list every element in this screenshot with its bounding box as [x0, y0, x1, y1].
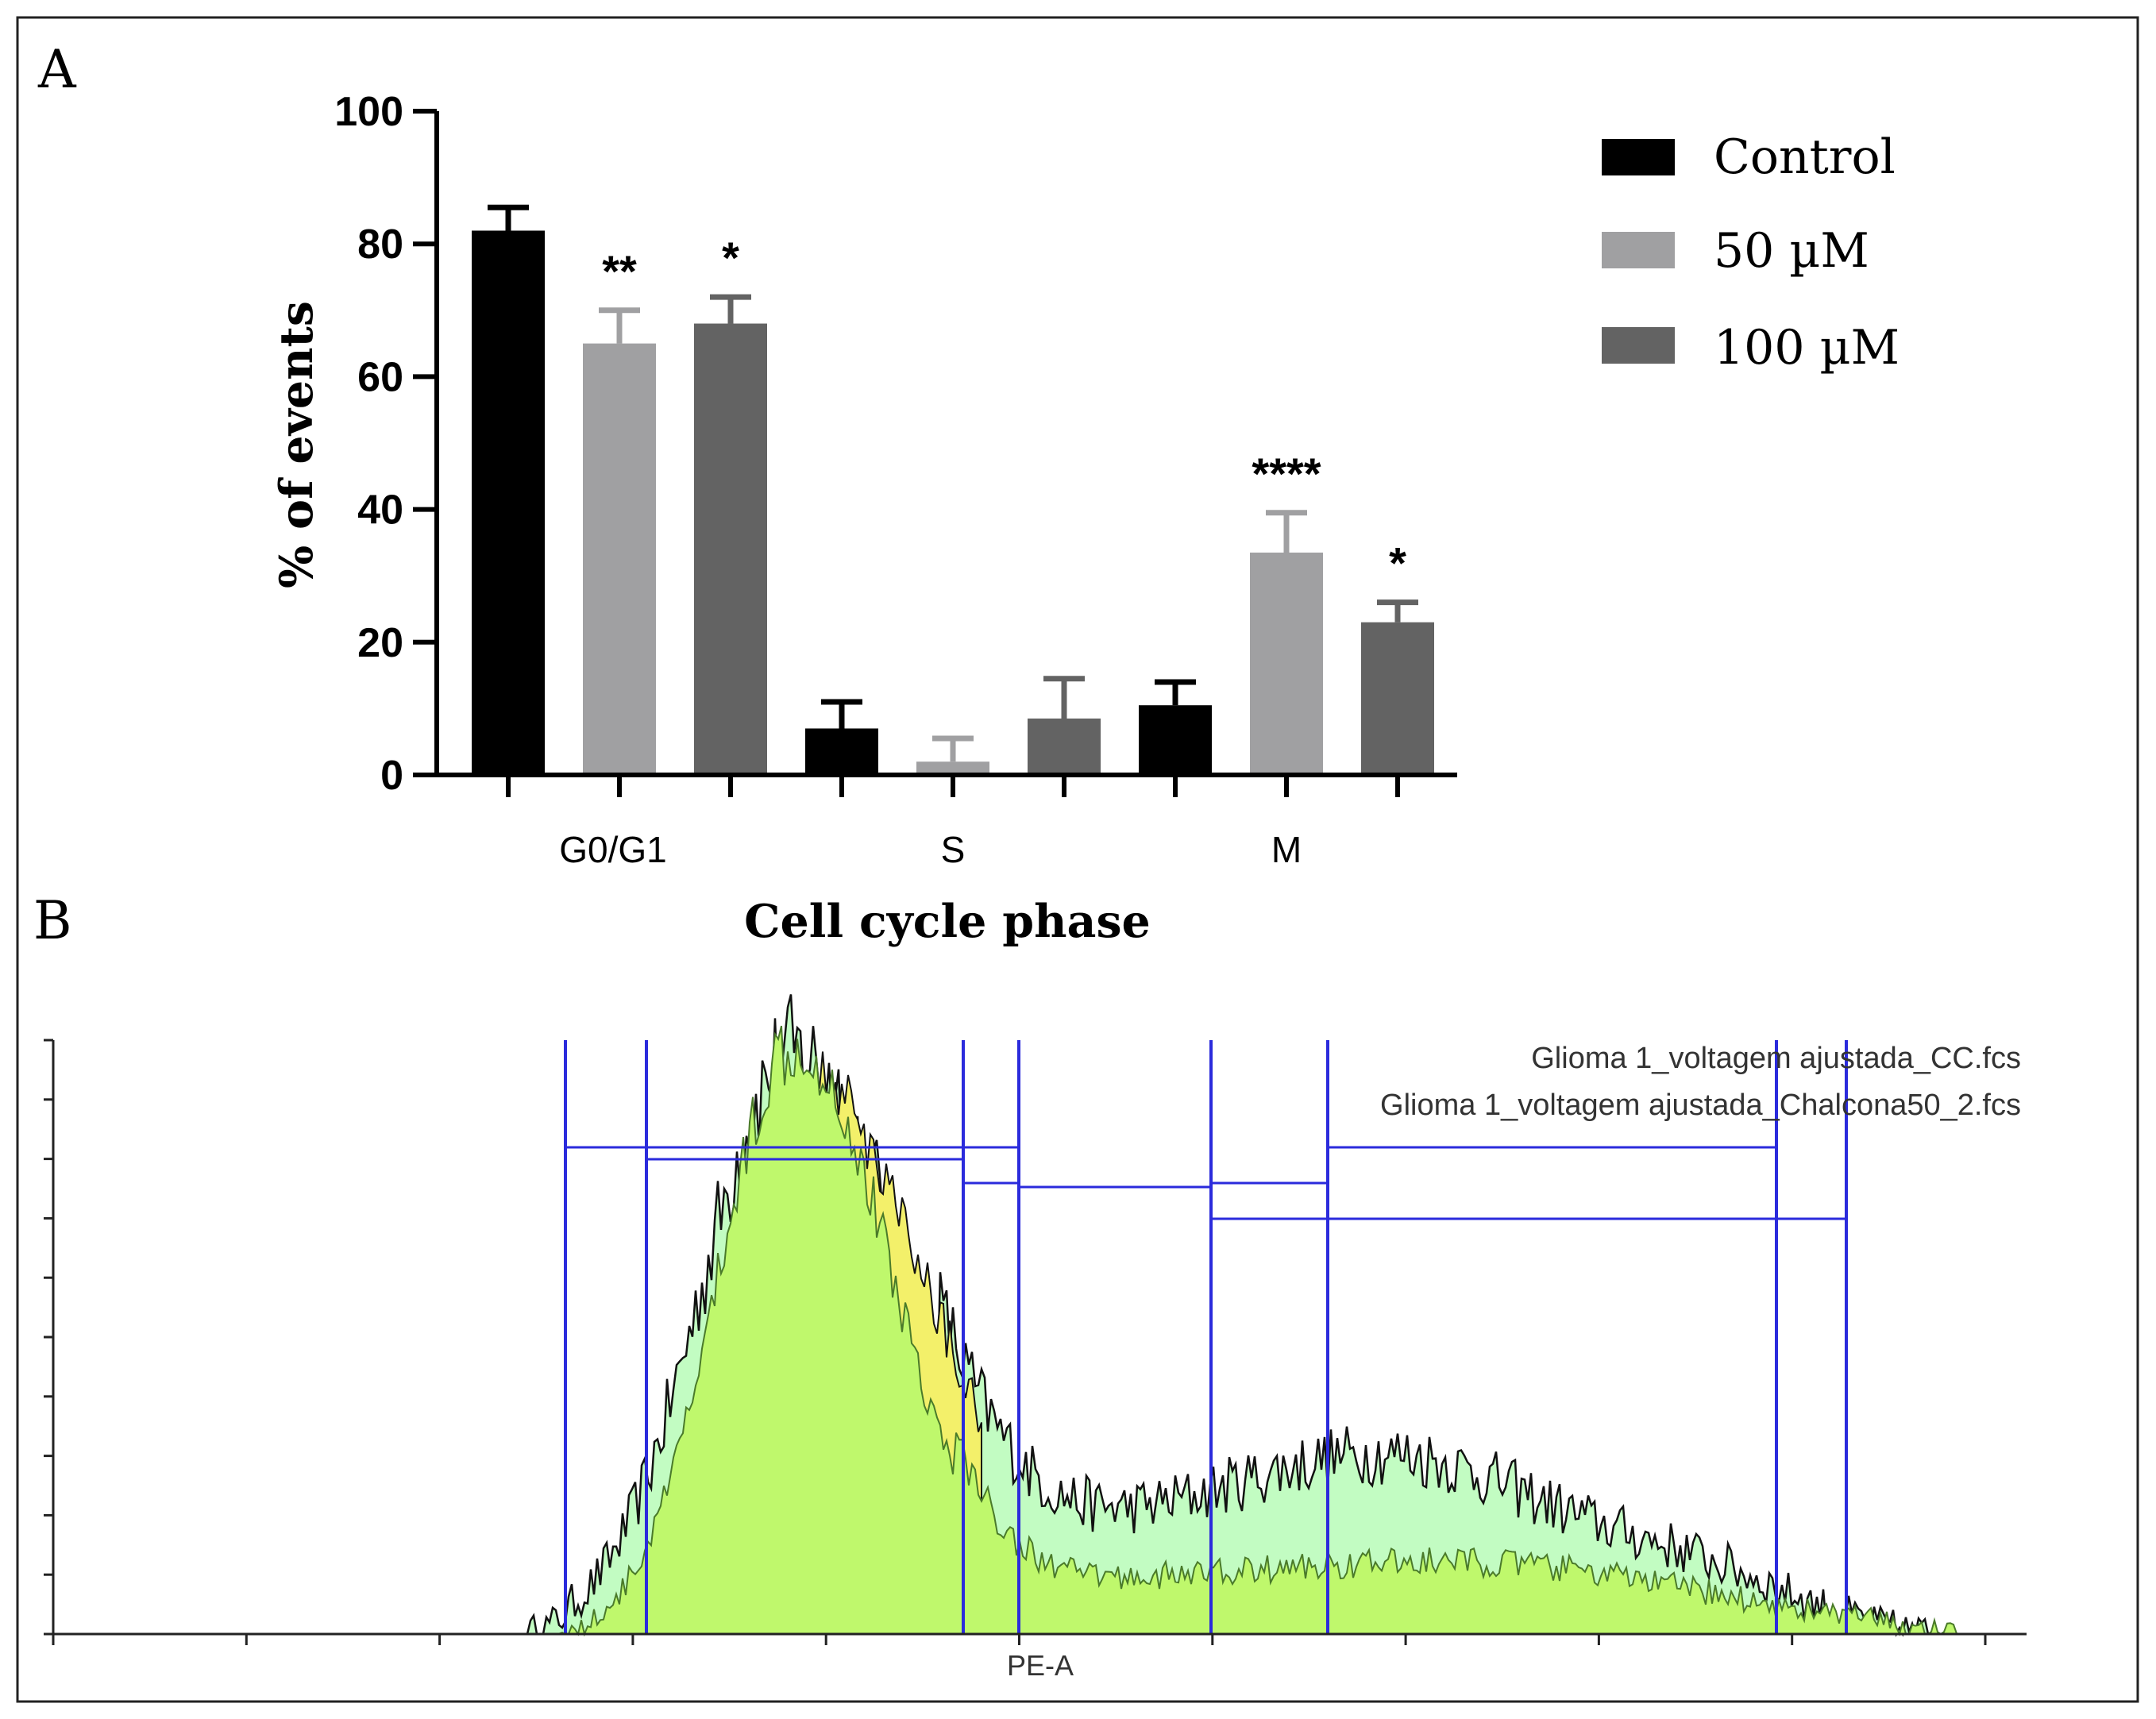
panel-a-letter: A: [37, 39, 77, 100]
bar: [1028, 718, 1101, 775]
bar: [583, 343, 656, 776]
x-tick-label: S: [941, 829, 966, 870]
x-tick-label: M: [1271, 829, 1302, 870]
y-tick-label: 20: [357, 620, 403, 666]
significance-label: **: [602, 246, 637, 296]
legend: Control 50 µM 100 µM: [1602, 129, 1900, 376]
histogram-legend-chalcona50: Glioma 1_voltagem ajustada_Chalcona50_2.…: [1380, 1089, 2021, 1122]
significance-label: ****: [1252, 449, 1321, 499]
legend-swatch-control: [1602, 139, 1675, 175]
histogram-overlay: [44, 994, 2027, 1645]
x-tick-label: G0/G1: [559, 829, 667, 870]
legend-swatch-50um: [1602, 232, 1675, 268]
histogram-legend-cc: Glioma 1_voltagem ajustada_CC.fcs: [1531, 1042, 2021, 1075]
significance-markers: ** ******: [602, 233, 1406, 588]
error-bars: [488, 204, 1418, 762]
bar: [472, 230, 545, 776]
histogram-x-label: PE-A: [1007, 1649, 1074, 1682]
y-tick-label: 100: [334, 89, 403, 135]
y-tick-label: 40: [357, 488, 403, 534]
significance-label: *: [722, 233, 739, 283]
bar: [1250, 552, 1323, 775]
bar: [1361, 622, 1434, 775]
y-tick-label: 80: [357, 222, 403, 268]
bar-series: [472, 230, 1434, 776]
bar: [805, 728, 878, 775]
y-tick-label: 0: [380, 753, 403, 799]
bar: [916, 761, 989, 775]
histogram-axes: [44, 1039, 2027, 1645]
figure-border: [16, 16, 2139, 1703]
legend-label-100um: 100 µM: [1714, 320, 1900, 376]
significance-label: *: [1389, 538, 1406, 588]
gate-markers: [564, 1040, 1848, 1634]
x-axis-title: Cell cycle phase: [744, 895, 1151, 948]
y-axis-title: % of events: [270, 301, 323, 588]
y-tick-label: 60: [357, 354, 403, 400]
x-axis: G0/G1 S M: [437, 773, 1457, 870]
panel-b-letter: B: [33, 890, 72, 951]
bar: [1139, 705, 1212, 775]
histogram-chalcona50: [508, 1025, 1969, 1637]
y-axis: 0 20 40 60 80 100: [334, 89, 439, 799]
legend-label-control: Control: [1714, 129, 1896, 185]
bar: [694, 323, 767, 775]
legend-swatch-100um: [1602, 327, 1675, 364]
legend-label-50um: 50 µM: [1714, 223, 1869, 279]
